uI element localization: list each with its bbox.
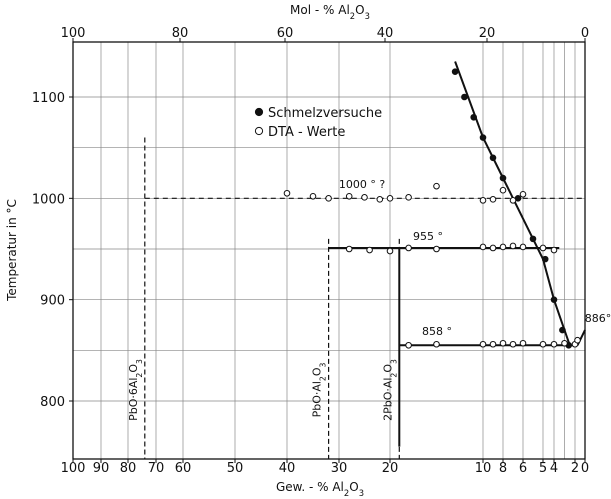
dta-point: [405, 194, 412, 201]
bottom-axis-tick-label: 20: [382, 461, 399, 476]
dta-point: [309, 193, 317, 200]
dta-point: [499, 243, 507, 251]
y-axis-tick-label: 1100: [32, 91, 65, 106]
bottom-axis-tick-label: 5: [539, 461, 547, 476]
dta-point: [405, 341, 412, 349]
dta-point: [325, 195, 332, 202]
dta-point: [509, 197, 517, 204]
bottom-axis-tick-label: 90: [93, 461, 110, 476]
dta-point: [433, 245, 440, 253]
top-axis-label: Mol - % Al2O3: [290, 3, 370, 21]
y-axis-label: Temperatur in °C: [5, 199, 19, 302]
dta-point: [479, 243, 487, 251]
schmelzversuche-point: [559, 326, 566, 334]
dta-point: [561, 339, 568, 347]
bottom-axis-tick-label: 10: [475, 461, 492, 476]
schmelzversuche-point: [461, 93, 468, 101]
dta-point: [405, 244, 412, 252]
dta-point: [519, 339, 527, 347]
bottom-axis-tick-label: 30: [331, 461, 348, 476]
dta-point: [539, 244, 547, 252]
dta-point: [509, 242, 517, 250]
dta-point: [479, 197, 487, 204]
dta-point: [386, 247, 394, 255]
legend-marker-filled: [254, 107, 264, 117]
schmelzversuche-point: [470, 113, 478, 121]
top-axis-tick-label: 80: [172, 26, 189, 41]
y-axis-tick-label: 900: [40, 294, 65, 309]
annotation-1000: 1000 ° ?: [339, 178, 385, 191]
top-axis-tick-label: 40: [377, 26, 394, 41]
dta-point: [489, 244, 497, 252]
bottom-axis-tick-label: 70: [148, 461, 165, 476]
dta-point: [361, 194, 368, 201]
legend-marker-open: [254, 126, 264, 136]
schmelzversuche-point: [550, 296, 558, 303]
legend-label-schmelzversuche: Schmelzversuche: [268, 106, 382, 121]
y-axis-tick-label: 1000: [32, 192, 65, 207]
top-axis-tick-label: 100: [61, 26, 86, 41]
dta-point: [550, 246, 558, 254]
annotation-858: 858 °: [422, 325, 452, 338]
bottom-axis-tick-label: 40: [279, 461, 296, 476]
compound-label: PbO·Al2O3: [311, 362, 328, 417]
dta-point: [499, 339, 507, 347]
dta-point: [574, 336, 581, 344]
bottom-axis-tick-label: 60: [175, 461, 192, 476]
bottom-axis-tick-label: 80: [120, 461, 137, 476]
dta-point: [489, 340, 497, 348]
schmelzversuche-point: [451, 68, 459, 75]
y-axis-tick-label: 800: [40, 395, 65, 410]
dta-point: [479, 340, 487, 348]
bottom-axis-tick-label: 4: [550, 461, 558, 476]
bottom-axis-tick-label: 100: [61, 461, 86, 476]
top-axis-tick-label: 0: [581, 26, 589, 41]
schmelzversuche-point: [489, 154, 497, 162]
dta-point: [550, 340, 558, 348]
dta-point: [386, 195, 394, 202]
annotation-955: 955 °: [413, 230, 443, 243]
dta-point: [539, 340, 547, 348]
compound-label: PbO·6Al2O3: [127, 359, 144, 421]
bottom-axis-tick-label: 2: [571, 461, 579, 476]
legend-label-dta: DTA - Werte: [268, 125, 345, 140]
bottom-axis-tick-label: 8: [499, 461, 507, 476]
dta-point: [519, 243, 527, 251]
dta-point: [345, 193, 353, 200]
dta-point: [366, 246, 373, 254]
dta-point: [519, 190, 527, 198]
schmelzversuche-point: [541, 255, 549, 263]
dta-point: [283, 189, 291, 197]
dta-point: [509, 340, 517, 348]
dta-point: [489, 196, 497, 203]
dta-point: [499, 186, 507, 194]
top-axis-tick-label: 20: [479, 26, 496, 41]
bottom-axis-tick-label: 0: [581, 461, 589, 476]
compound-label: 2PbO·Al2O3: [381, 359, 398, 421]
schmelzversuche-point: [479, 134, 487, 141]
top-axis-tick-label: 60: [277, 26, 294, 41]
annotation-886: 886°: [585, 312, 611, 325]
schmelzversuche-point: [529, 235, 537, 243]
bottom-axis-tick-label: 6: [519, 461, 527, 476]
dta-point: [433, 182, 440, 190]
bottom-axis-label: Gew. - % Al2O3: [276, 480, 364, 498]
schmelzversuche-point: [499, 174, 507, 182]
dta-point: [433, 340, 440, 348]
dta-point: [345, 245, 353, 253]
dta-point: [376, 196, 384, 203]
bottom-axis-tick-label: 50: [227, 461, 244, 476]
